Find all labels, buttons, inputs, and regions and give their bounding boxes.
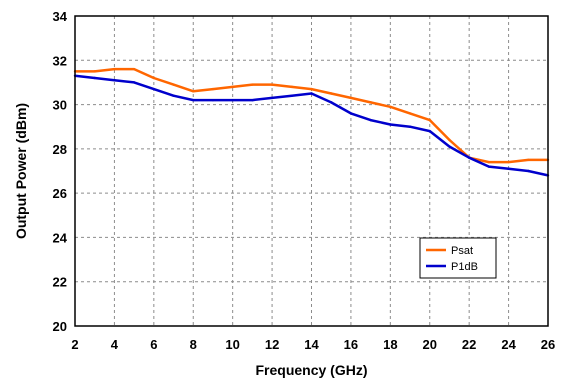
data-point-psat [330,92,333,95]
x-tick-label: 6 [150,337,157,352]
data-point-psat [192,90,195,93]
data-point-p1db [527,169,530,173]
x-tick-label: 4 [111,337,119,352]
series-layer [73,67,550,177]
data-point-p1db [231,98,234,102]
data-point-p1db [132,81,136,84]
x-tick-label: 16 [344,337,358,352]
x-axis-title: Frequency (GHz) [255,362,367,378]
x-tick-label: 26 [541,337,555,352]
data-point-psat [270,83,274,86]
data-point-p1db [487,165,491,168]
data-point-p1db [211,98,215,102]
data-point-p1db [349,112,353,115]
data-point-psat [369,101,372,104]
data-point-p1db [172,94,175,97]
x-tick-label: 8 [190,337,197,352]
x-tick-label: 12 [265,337,279,352]
y-tick-label: 20 [53,319,67,334]
data-point-p1db [408,125,412,128]
y-axis-ticks: 20 22 24 26 28 30 32 34 [53,9,68,334]
x-tick-label: 20 [423,337,437,352]
data-point-psat [93,70,96,73]
data-point-p1db [290,94,293,97]
data-point-psat [527,158,530,162]
data-point-psat [290,85,293,89]
data-point-psat [211,87,215,91]
data-point-psat [349,96,353,100]
data-point-psat [132,67,136,71]
x-tick-label: 14 [304,337,319,352]
x-axis-ticks: 2 4 6 8 10 12 14 16 18 20 22 24 26 [71,337,555,352]
y-axis-title: Output Power (dBm) [13,103,29,239]
x-tick-label: 10 [225,337,239,352]
data-point-psat [231,85,234,89]
y-tick-label: 30 [53,98,67,113]
data-point-p1db [330,101,333,104]
data-point-p1db [369,118,372,122]
y-tick-label: 32 [53,53,67,68]
data-point-p1db [270,96,274,100]
data-point-psat [310,87,313,91]
y-tick-label: 26 [53,186,67,201]
x-tick-label: 18 [383,337,397,352]
data-point-psat [408,112,412,115]
data-point-psat [152,76,156,80]
legend-label-psat: Psat [451,245,473,257]
x-tick-label: 22 [462,337,476,352]
y-tick-label: 22 [53,275,67,290]
x-tick-label: 24 [501,337,516,352]
y-tick-label: 34 [53,9,68,24]
data-point-psat [389,105,392,108]
data-point-p1db [428,129,431,133]
data-point-p1db [113,79,116,82]
data-point-p1db [389,123,392,126]
data-point-p1db [192,98,195,102]
data-point-psat [507,160,510,164]
data-point-p1db [310,92,313,95]
y-tick-label: 24 [53,230,68,245]
data-point-psat [428,118,431,122]
data-point-psat [487,160,491,164]
legend-box [419,237,497,279]
data-point-p1db [251,98,254,102]
x-tick-label: 2 [71,337,78,352]
legend-label-p1db: P1dB [451,261,478,273]
plot-frame [74,15,549,327]
data-point-p1db [507,167,510,170]
data-point-p1db [467,156,471,159]
data-point-p1db [448,145,451,148]
data-point-p1db [152,87,156,91]
data-point-p1db [93,76,96,80]
data-point-psat [113,67,116,71]
data-point-psat [251,83,254,86]
y-tick-label: 28 [53,142,67,157]
data-point-psat [448,138,451,142]
data-point-psat [172,83,175,86]
legend: Psat P1dB [419,237,497,279]
